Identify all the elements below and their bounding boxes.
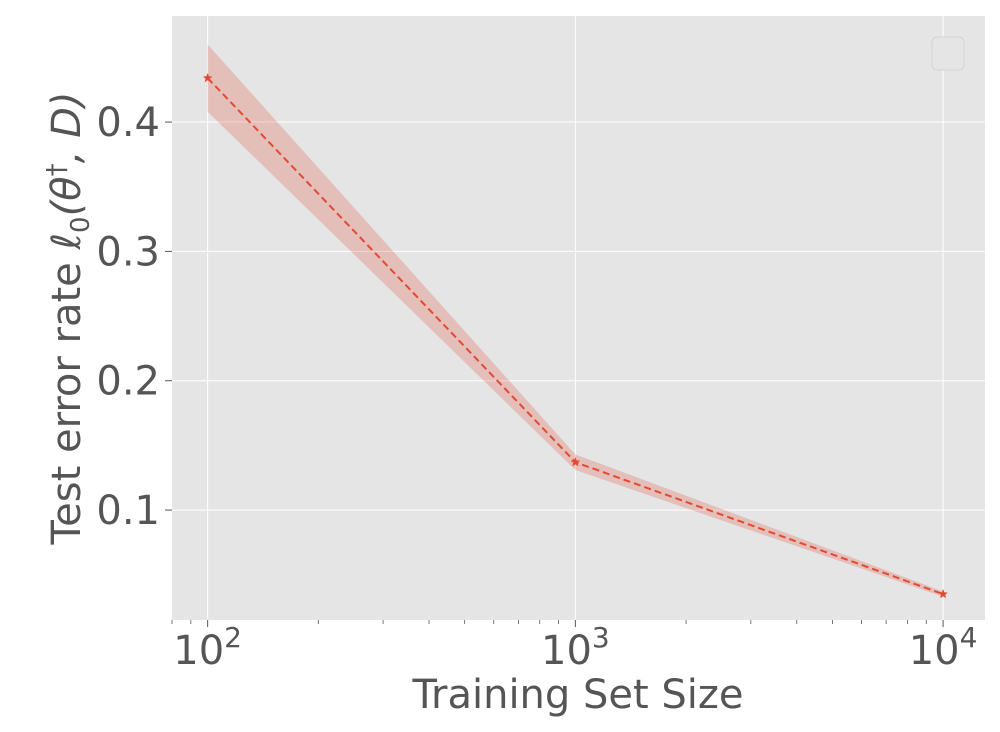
data-point-star <box>938 588 949 599</box>
y-axis-title-end: , D) <box>44 92 90 164</box>
series <box>202 72 949 599</box>
y-axis-title-mid: (θ <box>44 176 90 216</box>
x-tick-label: 102 <box>173 621 242 674</box>
y-tick-label: 0.2 <box>96 359 160 405</box>
data-point-star <box>202 72 213 83</box>
y-axis-title-prefix: Test error rate <box>44 250 90 546</box>
plot-background <box>172 16 985 620</box>
x-tick-label-exponent: 4 <box>960 621 978 654</box>
x-axis-title: Training Set Size <box>411 672 743 718</box>
y-axis-title: Test error rate ℓ0(θ†, D) <box>42 92 96 546</box>
data-point-star <box>570 457 581 467</box>
x-tick-label-base: 10 <box>541 628 592 674</box>
x-tick-label-exponent: 3 <box>592 621 610 654</box>
x-tick-label-base: 10 <box>173 628 224 674</box>
y-axis-title-sup: † <box>42 163 72 176</box>
y-tick-label: 0.1 <box>96 488 160 534</box>
x-tick-label: 104 <box>909 621 978 674</box>
y-axis-title-sub: 0 <box>66 216 96 233</box>
y-tick-label: 0.3 <box>96 229 160 275</box>
grid <box>172 16 985 620</box>
y-tick-label: 0.4 <box>96 100 160 146</box>
y-axis-title-ell: ℓ <box>44 233 90 251</box>
x-tick-label-base: 10 <box>909 628 960 674</box>
x-tick-label-exponent: 2 <box>224 621 242 654</box>
legend-box <box>931 36 965 71</box>
legend <box>931 36 965 71</box>
x-tick-label: 103 <box>541 621 610 674</box>
